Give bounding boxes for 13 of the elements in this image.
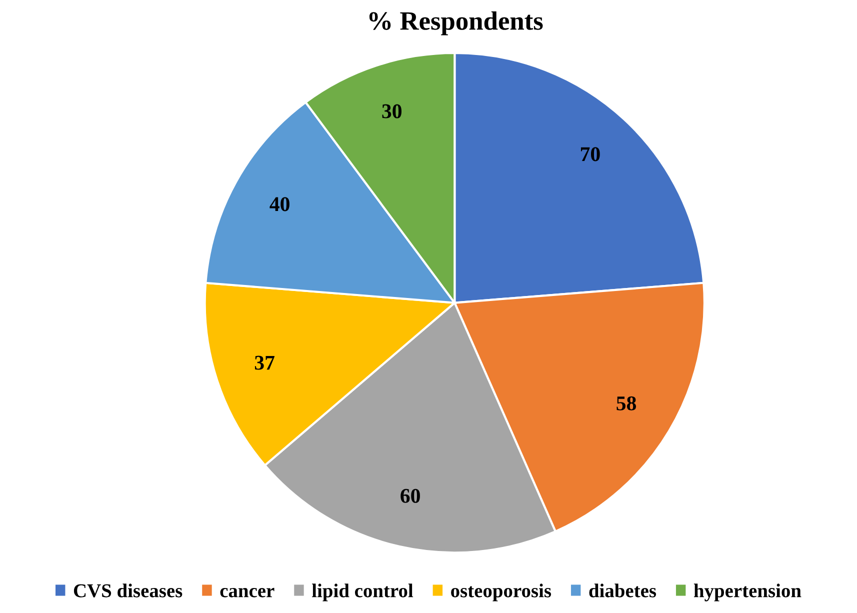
legend-label: lipid control <box>312 584 414 602</box>
legend-label: osteoporosis <box>451 584 552 602</box>
legend-label: diabetes <box>589 584 656 598</box>
legend-label: hypertension <box>694 584 802 602</box>
data-label: 60 <box>400 488 420 503</box>
data-label: 70 <box>580 147 600 162</box>
data-label: 58 <box>616 396 636 410</box>
legend-label: CVS diseases <box>74 584 182 598</box>
data-label: 40 <box>270 197 290 212</box>
data-label: 37 <box>254 356 274 370</box>
chart-title: % Respondents <box>369 11 543 36</box>
data-label: 30 <box>382 104 402 118</box>
legend-label: cancer <box>220 588 274 598</box>
